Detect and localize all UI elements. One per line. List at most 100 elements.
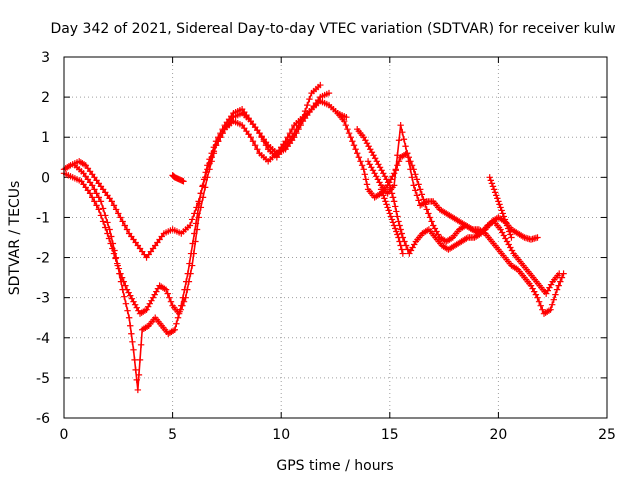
data-point bbox=[215, 134, 222, 141]
data-point bbox=[256, 130, 263, 137]
data-point bbox=[129, 338, 136, 345]
data-point bbox=[208, 150, 215, 157]
y-tick-label: 3 bbox=[41, 50, 50, 66]
data-point bbox=[380, 170, 387, 177]
data-point bbox=[108, 198, 115, 205]
data-point bbox=[325, 89, 333, 97]
data-point bbox=[174, 314, 182, 321]
data-point bbox=[133, 376, 140, 384]
data-point bbox=[417, 186, 424, 193]
data-point bbox=[199, 183, 206, 190]
data-point bbox=[381, 173, 389, 180]
data-point bbox=[130, 298, 137, 305]
data-point bbox=[106, 226, 113, 233]
data-point bbox=[362, 176, 370, 183]
data-point bbox=[539, 306, 546, 313]
data-point bbox=[104, 219, 111, 226]
data-point bbox=[153, 288, 160, 295]
data-point bbox=[396, 222, 403, 229]
data-point bbox=[555, 282, 562, 289]
data-point bbox=[552, 291, 559, 298]
data-point bbox=[187, 250, 195, 257]
data-point bbox=[354, 150, 361, 157]
data-point bbox=[381, 195, 388, 202]
data-point bbox=[206, 156, 213, 163]
data-point bbox=[295, 121, 302, 129]
data-point bbox=[388, 216, 396, 223]
data-point bbox=[350, 142, 358, 149]
data-point bbox=[258, 134, 265, 141]
data-point bbox=[148, 297, 155, 304]
data-point bbox=[91, 198, 98, 205]
data-point bbox=[397, 242, 404, 249]
data-point bbox=[186, 260, 193, 267]
data-point bbox=[179, 294, 187, 301]
data-point bbox=[393, 228, 400, 235]
data-point bbox=[411, 241, 418, 248]
data-point bbox=[91, 186, 98, 193]
data-point bbox=[125, 314, 133, 321]
data-point bbox=[251, 142, 259, 149]
y-tick-label: 0 bbox=[41, 170, 50, 186]
data-point bbox=[340, 117, 348, 125]
data-point bbox=[144, 303, 152, 310]
data-point bbox=[502, 235, 509, 242]
data-point bbox=[389, 219, 397, 226]
data-point bbox=[352, 146, 359, 153]
data-point bbox=[134, 386, 142, 394]
data-point bbox=[124, 307, 131, 314]
data-point bbox=[109, 240, 117, 247]
data-point bbox=[390, 198, 398, 205]
data-point bbox=[217, 130, 224, 137]
data-point bbox=[546, 284, 553, 291]
data-point bbox=[548, 301, 556, 308]
data-point bbox=[389, 194, 397, 201]
data-point bbox=[377, 186, 385, 193]
data-point bbox=[194, 210, 201, 217]
data-point bbox=[117, 214, 124, 221]
y-tick-label: -4 bbox=[36, 331, 50, 347]
data-point bbox=[197, 190, 205, 197]
data-point bbox=[400, 136, 408, 143]
data-point bbox=[360, 166, 367, 173]
data-point bbox=[176, 308, 183, 315]
data-point bbox=[358, 162, 366, 169]
data-point bbox=[362, 137, 369, 144]
data-point bbox=[192, 220, 200, 227]
data-point bbox=[95, 206, 102, 213]
data-point bbox=[412, 187, 419, 194]
data-point bbox=[370, 152, 377, 159]
data-point bbox=[121, 293, 128, 300]
data-point bbox=[532, 291, 540, 298]
data-point bbox=[254, 146, 261, 153]
data-point bbox=[206, 166, 213, 173]
y-tick-label: -2 bbox=[36, 251, 50, 267]
data-point bbox=[135, 371, 143, 379]
data-point bbox=[89, 194, 96, 201]
data-point bbox=[363, 181, 371, 188]
data-point bbox=[499, 229, 506, 236]
data-point bbox=[196, 200, 203, 207]
data-point bbox=[413, 176, 421, 183]
x-tick-label: 5 bbox=[168, 427, 177, 443]
data-point bbox=[558, 274, 566, 281]
data-point bbox=[394, 162, 401, 169]
data-point bbox=[415, 197, 422, 204]
data-point bbox=[397, 226, 404, 233]
data-point bbox=[188, 216, 196, 223]
data-point bbox=[210, 144, 218, 151]
data-point bbox=[368, 164, 375, 171]
data-point bbox=[386, 210, 393, 217]
data-point bbox=[508, 234, 515, 241]
data-point bbox=[501, 216, 509, 223]
x-tick-label: 25 bbox=[598, 427, 616, 443]
data-point bbox=[89, 182, 96, 189]
data-point bbox=[426, 214, 434, 221]
data-point bbox=[110, 202, 118, 209]
data-point bbox=[383, 201, 390, 208]
data-point bbox=[301, 107, 309, 115]
data-point bbox=[410, 182, 417, 189]
x-tick-label: 10 bbox=[272, 427, 290, 443]
data-point bbox=[378, 189, 386, 196]
